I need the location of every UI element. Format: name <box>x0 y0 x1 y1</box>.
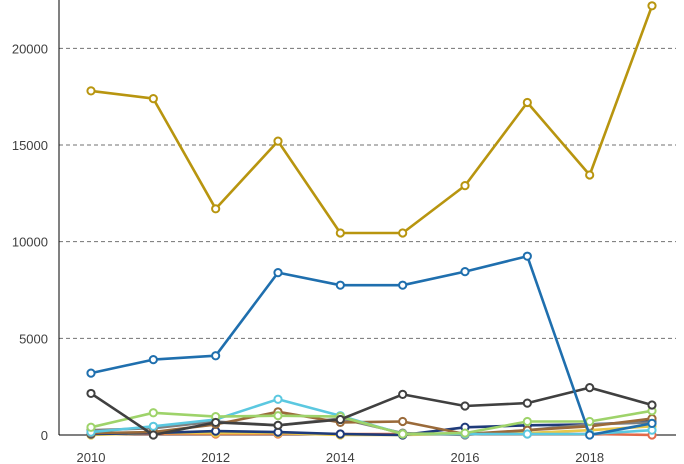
y-tick-label: 10000 <box>12 235 48 250</box>
y-tick-label: 0 <box>41 428 48 443</box>
series-3 <box>86 383 657 440</box>
data-point <box>398 416 408 427</box>
data-point <box>460 401 470 411</box>
data-point <box>585 430 595 440</box>
data-point <box>273 268 283 278</box>
data-point <box>522 251 532 261</box>
data-point <box>647 418 657 428</box>
series-1 <box>86 1 657 238</box>
axes <box>58 0 676 436</box>
data-point <box>647 400 657 410</box>
data-point <box>522 97 532 108</box>
x-tick-label: 2012 <box>201 450 230 464</box>
data-point <box>522 398 532 408</box>
y-tick-label: 5000 <box>19 331 48 346</box>
data-point <box>273 411 283 421</box>
data-point <box>148 430 158 440</box>
data-point <box>585 170 595 180</box>
data-point <box>522 416 532 427</box>
data-point <box>335 414 345 425</box>
gridlines <box>59 47 676 339</box>
data-point <box>460 428 470 438</box>
x-tick-label: 2018 <box>575 450 604 464</box>
series-line <box>90 254 653 437</box>
data-point <box>211 351 221 361</box>
data-point <box>86 86 96 96</box>
data-point <box>460 267 470 277</box>
data-point <box>211 417 221 428</box>
series-group <box>86 1 657 440</box>
data-point <box>148 355 158 365</box>
data-point <box>273 394 283 404</box>
data-point <box>398 228 408 238</box>
series-line <box>90 386 653 437</box>
data-point <box>148 408 158 418</box>
data-point <box>585 383 595 393</box>
data-point <box>273 136 283 146</box>
data-point <box>273 420 283 430</box>
data-point <box>86 368 96 378</box>
y-tick-label: 15000 <box>12 138 48 153</box>
y-tick-labels: 0 5000 10000 15000 20000 <box>12 41 48 443</box>
y-tick-label: 20000 <box>12 41 48 56</box>
data-point <box>86 422 96 432</box>
data-point <box>522 429 532 439</box>
series-line <box>90 420 653 437</box>
data-point <box>398 429 408 439</box>
data-point <box>148 421 158 431</box>
data-point <box>335 429 345 439</box>
x-tick-label: 2010 <box>77 450 106 464</box>
x-tick-label: 2014 <box>326 450 355 464</box>
series-line <box>90 409 653 436</box>
data-point <box>148 94 158 104</box>
series-2 <box>86 251 657 440</box>
series-line <box>90 5 654 235</box>
data-point <box>211 204 221 214</box>
data-point <box>86 388 96 399</box>
data-point <box>335 280 345 290</box>
data-point <box>460 181 470 191</box>
data-point <box>647 1 657 11</box>
data-point <box>398 389 408 399</box>
x-tick-labels: 2010 2012 2014 2016 2018 <box>77 450 605 464</box>
x-tick-label: 2016 <box>451 450 480 464</box>
data-point <box>398 280 408 290</box>
data-point <box>335 228 345 238</box>
